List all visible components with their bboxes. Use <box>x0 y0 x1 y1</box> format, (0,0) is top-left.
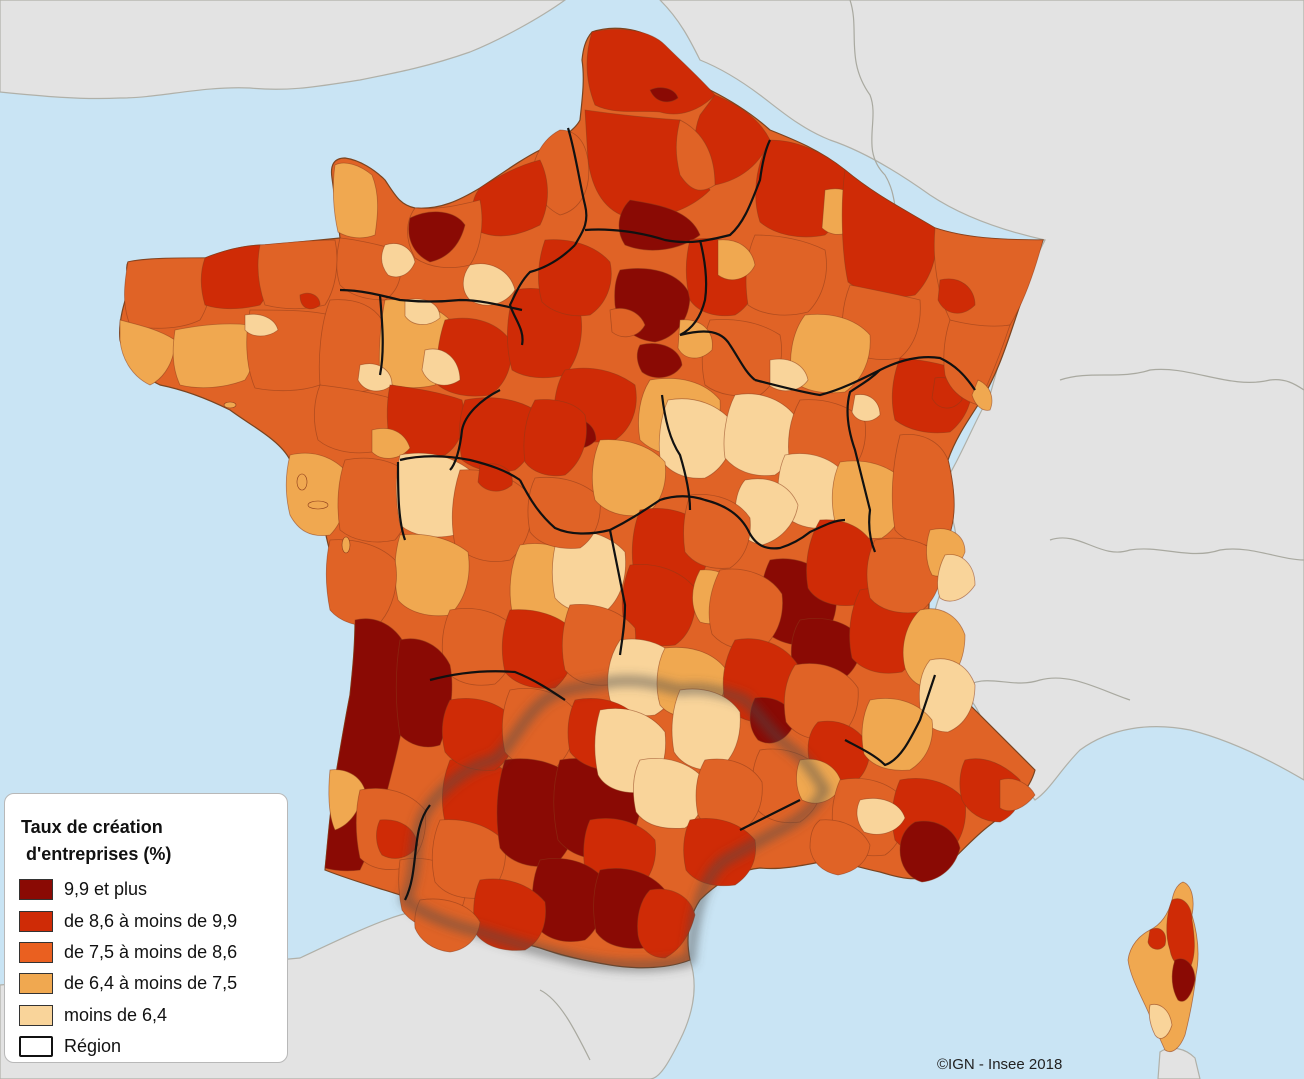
legend-item-label: moins de 6,4 <box>64 1004 168 1025</box>
legend-swatch <box>19 910 53 932</box>
legend-title-line2: d'entreprises (%) <box>26 844 172 864</box>
legend-item-region: Région <box>19 1031 273 1062</box>
legend-title-line1: Taux de création <box>21 817 163 837</box>
region-boundaries <box>339 127 976 901</box>
legend-item: de 8,6 à moins de 9,9 <box>19 905 273 936</box>
legend-item-label: de 7,5 à moins de 8,6 <box>64 941 238 962</box>
region-outline-swatch <box>19 1036 53 1058</box>
highlight-glow <box>398 675 831 971</box>
england-landmass <box>0 0 567 100</box>
legend-item-label: 9,9 et plus <box>64 879 148 900</box>
map-legend: Taux de création d'entreprises (%) 9,9 e… <box>4 793 288 1063</box>
legend-item: moins de 6,4 <box>19 1000 273 1031</box>
corsica <box>1127 881 1199 1052</box>
sardinia-landmass <box>1157 1047 1201 1079</box>
atlantic-islands <box>223 401 351 554</box>
legend-item: 9,9 et plus <box>19 874 273 905</box>
legend-item: de 7,5 à moins de 8,6 <box>19 937 273 968</box>
legend-items: 9,9 et plus de 8,6 à moins de 9,9 de 7,5 à… <box>19 874 273 1031</box>
legend-item-label: Région <box>64 1036 122 1057</box>
legend-swatch <box>19 973 53 995</box>
legend-item-label: de 8,6 à moins de 9,9 <box>64 910 238 931</box>
legend-swatch <box>19 879 53 901</box>
legend-item: de 6,4 à moins de 7,5 <box>19 968 273 999</box>
legend-swatch <box>19 1004 53 1026</box>
legend-title: Taux de création d'entreprises (%) <box>21 814 273 868</box>
source-credit: ©IGN - Insee 2018 <box>937 1056 1063 1073</box>
legend-swatch <box>19 941 53 963</box>
choropleth-patches <box>119 28 1044 959</box>
legend-item-label: de 6,4 à moins de 7,5 <box>64 973 238 994</box>
